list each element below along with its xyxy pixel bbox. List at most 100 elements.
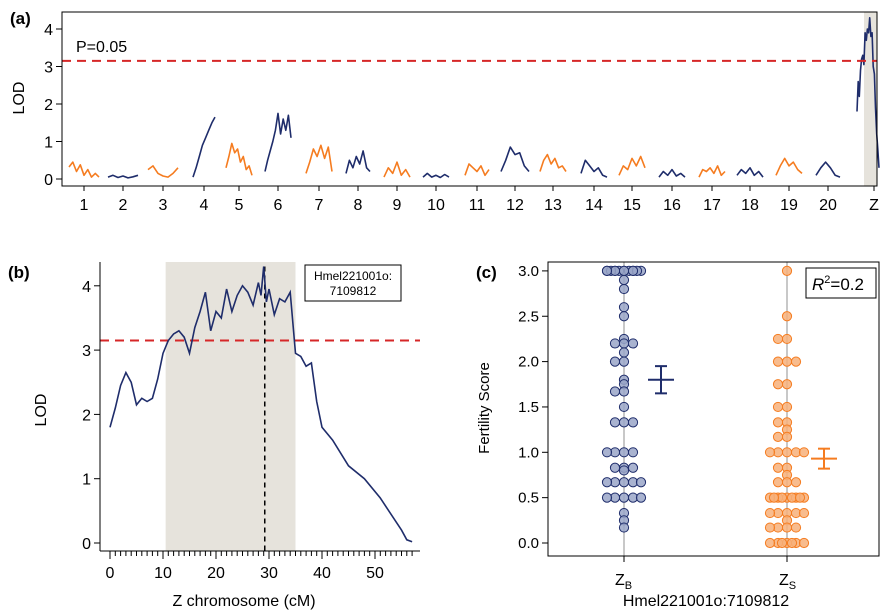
lod-trace-chr-18: [736, 167, 764, 178]
chromosome-label: 6: [274, 197, 283, 214]
fertility-point-ZS: [764, 507, 776, 519]
panel-c-error-bars: [648, 365, 837, 470]
x-tick-label-b: 50: [366, 565, 384, 582]
y-tick-label-a: 4: [44, 22, 53, 39]
fertility-point-ZS: [772, 417, 784, 428]
chromosome-label: 17: [703, 197, 721, 214]
fertility-point-ZS: [781, 477, 793, 488]
y-tick-label-b: 4: [82, 279, 91, 296]
fertility-point-ZB: [618, 386, 630, 397]
fertility-point-ZS: [786, 537, 798, 549]
lod-trace-chr-14: [580, 159, 608, 178]
y-tick-label-c: 2.0: [518, 354, 539, 371]
x-tick-label-b: 10: [154, 565, 172, 582]
fertility-point-ZS: [798, 537, 810, 549]
y-tick-label-c: 0.5: [518, 490, 539, 507]
chromosome-label: 11: [469, 197, 486, 214]
fertility-point-ZB: [618, 311, 630, 322]
fertility-point-ZB: [627, 447, 639, 458]
panel-c-points: [601, 265, 810, 549]
panel-b-xlabel: Z chromosome (cM): [172, 593, 315, 610]
fertility-point-ZB: [627, 462, 639, 473]
y-tick-label-c: 0.0: [518, 535, 539, 552]
y-tick-label-b: 3: [82, 343, 91, 360]
fertility-point-ZS: [781, 401, 793, 413]
fertility-point-ZS: [790, 477, 802, 488]
fertility-point-ZB: [635, 477, 647, 488]
lod-trace-chr-12: [500, 146, 530, 173]
fertility-point-ZB: [618, 465, 630, 476]
x-tick-label-b: 20: [207, 565, 225, 582]
fertility-point-ZB: [609, 417, 621, 428]
fertility-point-ZB: [618, 447, 630, 458]
fertility-point-ZB: [609, 338, 621, 349]
lod-curve-z: [109, 266, 413, 543]
lod-trace-chr-11: [464, 163, 490, 177]
fertility-point-ZS: [798, 507, 810, 519]
fertility-point-ZS: [781, 379, 793, 390]
y-tick-label-c: 1.0: [518, 444, 539, 461]
fertility-point-ZS: [781, 265, 793, 276]
fertility-point-ZS: [772, 477, 784, 488]
y-tick-label-a: 1: [44, 135, 53, 152]
y-tick-label-b: 1: [82, 472, 91, 489]
x-tick-label-b: 40: [313, 565, 331, 582]
fertility-point-ZS: [781, 431, 793, 442]
y-tick-label-a: 3: [44, 60, 53, 77]
x-tick-label-b: 0: [106, 565, 115, 582]
lod-trace-chr-7: [305, 144, 333, 174]
panel-c-axes: 0.0 0.5 1.0 1.5 2.0 2.5 3.0: [518, 261, 880, 562]
panel-a-ylabel: LOD: [11, 82, 28, 115]
panel-c-ylabel: Fertility Score: [476, 362, 493, 454]
fertility-point-ZB: [609, 356, 621, 367]
fertility-point-ZS: [781, 333, 793, 345]
fertility-point-ZB: [627, 417, 639, 428]
fertility-point-ZB: [618, 356, 630, 367]
fertility-point-ZS: [772, 333, 784, 345]
fertility-point-ZS: [768, 492, 780, 503]
fertility-point-ZB: [609, 462, 621, 473]
chromosome-label: 1: [80, 197, 89, 214]
fertility-point-ZB: [627, 338, 639, 349]
fertility-point-ZS: [772, 431, 784, 442]
chromosome-label: 19: [780, 197, 798, 214]
lod-trace-chr-15: [618, 155, 646, 176]
lod-trace-chr-1: [68, 161, 100, 178]
panel-a-x-axis: 1 2 3 4 5 6 7 8 9 10 11 12 13 14 15 16 17 18 19 20 Z: [80, 186, 879, 214]
chromosome-label: 14: [585, 197, 603, 214]
panel-a-lod-traces: [68, 16, 880, 179]
chromosome-label: 15: [623, 197, 641, 214]
fertility-point-ZB: [618, 492, 630, 503]
fertility-point-ZB: [618, 302, 630, 313]
r2-label: R2=0.2: [812, 274, 864, 294]
y-tick-label-c: 1.5: [518, 399, 539, 416]
threshold-label: P=0.05: [76, 39, 127, 56]
fertility-point-ZB: [601, 492, 613, 503]
lod-trace-chr-20: [815, 161, 841, 178]
fertility-point-ZS: [794, 492, 806, 503]
fertility-point-ZS: [781, 447, 793, 458]
fertility-point-ZB: [618, 477, 630, 488]
fertility-point-ZB: [618, 347, 630, 358]
lod-trace-chr-3: [147, 165, 179, 178]
fertility-point-ZS: [772, 379, 784, 390]
panel-c-frame: [547, 261, 880, 557]
chromosome-label: 13: [544, 197, 562, 214]
fertility-point-ZB: [618, 522, 630, 533]
chromosome-label: Z: [869, 197, 879, 214]
marker-label-line1: Hmel221001o:: [314, 269, 392, 283]
lod-trace-chr-6: [264, 112, 292, 172]
group-zb-label: ZB: [615, 572, 632, 592]
chromosome-label: 16: [663, 197, 681, 214]
y-tick-label-b: 0: [82, 536, 91, 553]
y-tick-label-a: 0: [44, 172, 53, 189]
fertility-point-ZS: [790, 522, 802, 533]
lod-trace-chr-5: [225, 142, 253, 176]
panel-c-tag: (c): [476, 263, 497, 282]
y-tick-label-c: 2.5: [518, 308, 539, 325]
chromosome-label: 3: [159, 197, 168, 214]
panel-a-y-axis: 0 1 2 3 4: [44, 22, 62, 189]
lod-trace-chr-8: [345, 150, 371, 174]
